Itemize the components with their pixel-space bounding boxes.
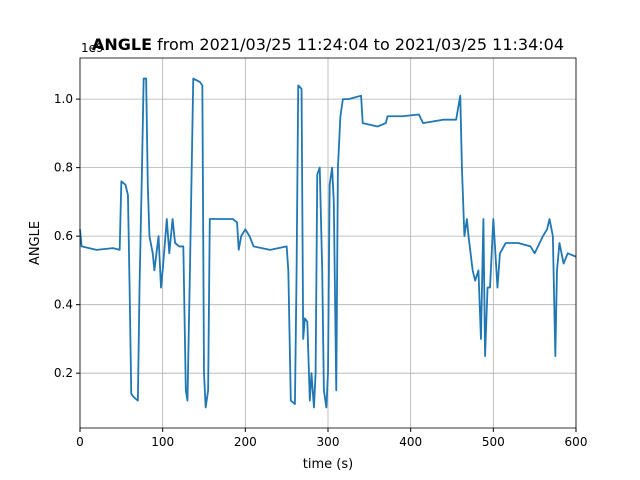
y-axis-label: ANGLE: [28, 221, 43, 265]
y-tick-label: 0.6: [54, 229, 73, 243]
x-tick-label: 300: [317, 435, 340, 449]
x-tick-label: 500: [482, 435, 505, 449]
y-offset-label: 1e9: [81, 41, 104, 55]
y-tick-label: 0.8: [54, 161, 73, 175]
x-axis-label: time (s): [303, 457, 353, 472]
x-tick-label: 100: [151, 435, 174, 449]
y-tick-label: 0.2: [54, 366, 73, 380]
x-tick-label: 400: [399, 435, 422, 449]
x-tick-label: 0: [76, 435, 84, 449]
plot-frame: [79, 57, 577, 429]
title-rest: from 2021/03/25 11:24:04 to 2021/03/25 1…: [157, 35, 564, 54]
x-tick-label: 200: [234, 435, 257, 449]
data-line: [79, 77, 577, 409]
y-tick-label: 0.4: [54, 298, 73, 312]
x-tick-label: 600: [565, 435, 588, 449]
chart-title: ANGLE from 2021/03/25 11:24:04 to 2021/0…: [92, 35, 564, 54]
y-tick-label: 1.0: [54, 92, 73, 106]
title-bold: ANGLE: [92, 35, 152, 54]
